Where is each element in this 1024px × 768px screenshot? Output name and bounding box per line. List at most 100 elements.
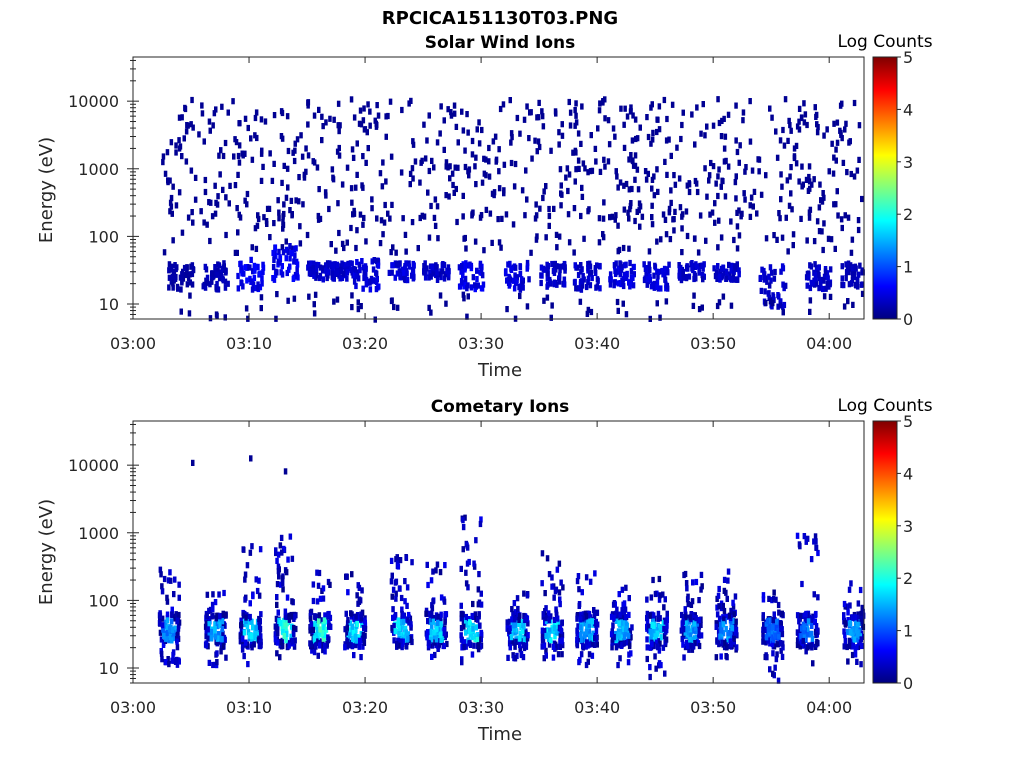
heatmap-cell <box>774 656 779 663</box>
heatmap-cell <box>722 587 727 594</box>
heatmap-cell <box>227 200 231 207</box>
heatmap-cell <box>550 302 554 309</box>
heatmap-cell <box>177 611 181 619</box>
heatmap-cell <box>512 183 517 190</box>
heatmap-cell <box>715 611 720 618</box>
heatmap-cell <box>388 98 393 105</box>
heatmap-cell <box>784 214 788 221</box>
heatmap-cell <box>352 652 356 659</box>
heatmap-cell <box>631 112 635 119</box>
heatmap-cell <box>449 109 453 116</box>
heatmap-cell <box>317 569 322 577</box>
heatmap-cell <box>552 269 557 276</box>
heatmap-cell <box>658 615 662 622</box>
heatmap-cell <box>709 159 713 167</box>
heatmap-cell <box>295 266 299 273</box>
heatmap-cell <box>372 257 376 264</box>
heatmap-cell <box>319 617 324 624</box>
heatmap-cell <box>330 270 335 277</box>
heatmap-cell <box>314 617 319 624</box>
heatmap-cell <box>741 117 745 124</box>
heatmap-cell <box>611 125 616 132</box>
heatmap-cell <box>217 152 221 159</box>
heatmap-cell <box>466 129 470 136</box>
heatmap-cell <box>214 639 219 646</box>
heatmap-cell <box>370 205 374 212</box>
heatmap-cell <box>254 625 258 632</box>
heatmap-cell <box>222 263 226 270</box>
heatmap-cell <box>557 560 562 567</box>
heatmap-cell <box>398 557 403 564</box>
heatmap-cell <box>663 158 667 165</box>
heatmap-cell <box>843 126 847 133</box>
heatmap-cell <box>180 153 184 160</box>
heatmap-cell <box>729 302 734 309</box>
heatmap-cell <box>384 178 388 185</box>
heatmap-cell <box>618 280 622 287</box>
heatmap-cell <box>687 188 692 196</box>
heatmap-cell <box>586 658 590 665</box>
heatmap-cell <box>390 262 395 269</box>
heatmap-cell <box>317 612 322 619</box>
heatmap-cell <box>525 263 530 270</box>
heatmap-cell <box>334 247 338 254</box>
heatmap-cell <box>771 300 775 307</box>
heatmap-cell <box>547 205 551 213</box>
heatmap-cell <box>313 642 318 649</box>
heatmap-cell <box>807 178 812 185</box>
heatmap-cell <box>361 221 365 228</box>
heatmap-cell <box>477 119 481 126</box>
heatmap-cell <box>484 206 489 213</box>
heatmap-cell <box>544 605 548 612</box>
heatmap-cell <box>771 292 775 299</box>
heatmap-cell <box>779 625 783 632</box>
heatmap-cell <box>392 622 396 630</box>
heatmap-cell <box>276 568 281 575</box>
heatmap-cell <box>277 215 281 222</box>
x-axis-label: Time <box>477 724 522 745</box>
heatmap-cell <box>275 639 280 646</box>
heatmap-cell <box>240 635 245 642</box>
heatmap-cell <box>320 137 324 144</box>
heatmap-cell <box>464 569 468 576</box>
heatmap-cell <box>657 126 662 133</box>
heatmap-cell <box>659 634 663 641</box>
heatmap-cell <box>803 616 808 623</box>
heatmap-cell <box>797 126 802 133</box>
heatmap-cell <box>157 620 162 627</box>
heatmap-cell <box>291 275 296 282</box>
heatmap-cell <box>542 628 547 635</box>
heatmap-cell <box>169 194 174 202</box>
heatmap-cell <box>444 159 449 166</box>
heatmap-cell <box>431 568 435 575</box>
heatmap-cell <box>345 620 350 627</box>
heatmap-cell <box>786 137 790 144</box>
heatmap-cell <box>558 166 563 173</box>
heatmap-cell <box>825 270 830 277</box>
heatmap-cell <box>257 577 261 584</box>
heatmap-cell <box>176 657 181 664</box>
heatmap-cell <box>855 630 859 637</box>
y-axis-label: Energy (eV) <box>36 499 57 605</box>
heatmap-cell <box>175 661 180 668</box>
heatmap-cell <box>763 626 767 633</box>
heatmap-cell <box>787 117 791 124</box>
heatmap-cell <box>673 181 678 188</box>
heatmap-cell <box>337 144 341 152</box>
heatmap-cell <box>699 632 704 639</box>
heatmap-cell <box>670 101 675 108</box>
heatmap-cell <box>354 613 358 620</box>
heatmap-cell <box>776 292 780 299</box>
heatmap-cell <box>683 644 688 651</box>
heatmap-cell <box>332 275 336 282</box>
heatmap-cell <box>542 188 546 195</box>
heatmap-cell <box>394 261 399 268</box>
heatmap-cell <box>394 595 398 602</box>
heatmap-cell <box>236 229 240 236</box>
heatmap-cell <box>251 624 255 631</box>
heatmap-cell <box>804 176 809 183</box>
heatmap-cell <box>593 145 598 152</box>
heatmap-cell <box>315 598 320 605</box>
heatmap-cell <box>813 275 818 282</box>
heatmap-cell <box>517 613 522 620</box>
